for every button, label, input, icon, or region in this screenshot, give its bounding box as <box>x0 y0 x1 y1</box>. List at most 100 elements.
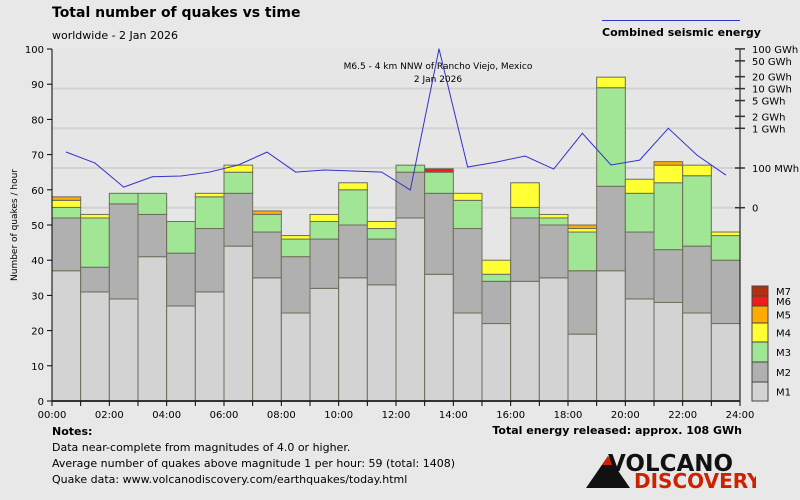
bar-segment-m4 <box>80 213 110 219</box>
energy-legend-label: Combined seismic energy <box>602 26 761 39</box>
bar-segment-m3 <box>280 238 311 258</box>
legend-swatch-m1 <box>751 381 769 402</box>
y-tick-label: 20 <box>31 327 44 338</box>
y-tick-label: 80 <box>31 115 44 126</box>
legend-label-m2: M2 <box>776 368 791 379</box>
bar-segment-m1 <box>51 270 82 402</box>
bar-segment-m4 <box>309 213 340 222</box>
y-tick-label: 30 <box>31 291 44 302</box>
energy-point <box>381 171 383 173</box>
energy-point <box>323 169 325 171</box>
bar-segment-m2 <box>194 228 225 293</box>
bar-segment-m3 <box>338 189 368 226</box>
bar-segment-m2 <box>309 238 340 289</box>
bar-segment-m4 <box>481 259 512 275</box>
energy-tick-label: 100 GWh <box>752 45 798 56</box>
bar-segment-m4 <box>338 182 368 191</box>
energy-point <box>553 168 555 170</box>
bar-segment-m3 <box>596 87 626 187</box>
bar-segment-m2 <box>280 256 311 314</box>
y-tick-label: 50 <box>31 221 44 232</box>
notes: Notes: Data near-complete from magnitude… <box>52 424 455 488</box>
energy-tick-label: 5 GWh <box>752 97 786 108</box>
bar-segment-m2 <box>223 192 254 247</box>
bar-segment-m4 <box>567 228 598 233</box>
bar-segment-m5 <box>567 224 598 230</box>
bar-segment-m1 <box>338 277 368 402</box>
bar-segment-m1 <box>194 291 225 402</box>
bar-segment-m1 <box>538 277 569 402</box>
energy-point <box>696 154 698 156</box>
logo-text-bottom: DISCOVERY <box>634 469 756 492</box>
note-line: Average number of quakes above magnitude… <box>52 457 455 470</box>
total-energy: Total energy released: approx. 108 GWh <box>492 424 742 437</box>
energy-tick-label: 0 <box>752 204 758 215</box>
energy-point <box>123 186 125 188</box>
x-tick-label: 20:00 <box>611 410 640 420</box>
bar-segment-m3 <box>366 228 397 240</box>
bar-segment-m2 <box>252 231 282 279</box>
legend-swatch-m3 <box>751 341 769 363</box>
bar-segment-m2 <box>452 228 483 314</box>
legend-swatch-m7 <box>751 285 769 297</box>
energy-point <box>151 176 153 178</box>
bar-segment-m1 <box>624 298 655 402</box>
x-tick-label: 08:00 <box>267 410 296 420</box>
bar-segment-m1 <box>395 217 426 402</box>
legend-label-m1: M1 <box>776 388 791 399</box>
energy-tick-label: 2 GWh <box>752 112 786 123</box>
legend-swatch-m6 <box>751 295 769 307</box>
energy-point <box>467 166 469 168</box>
bar-segment-m3 <box>80 217 110 268</box>
energy-point <box>409 189 411 191</box>
bar-segment-m1 <box>510 280 540 402</box>
bar-segment-m5 <box>653 161 684 166</box>
bar-segment-m2 <box>338 224 368 279</box>
bar-segment-m3 <box>223 171 254 194</box>
x-tick-label: 14:00 <box>439 410 468 420</box>
legend-label-m7: M7 <box>776 287 791 298</box>
bar-segment-m1 <box>596 270 626 402</box>
bar-segment-m1 <box>567 333 598 402</box>
bar-segment-m2 <box>538 224 569 279</box>
energy-point <box>266 151 268 153</box>
bar-segment-m3 <box>108 192 139 205</box>
bar-segment-m2 <box>395 171 426 219</box>
bar-segment-m1 <box>223 245 254 402</box>
bar-segment-m2 <box>510 217 540 282</box>
energy-tick-label: 20 GWh <box>752 73 792 84</box>
y-tick-label: 0 <box>38 397 44 408</box>
y-tick-label: 90 <box>31 80 44 91</box>
energy-tick-label: 50 GWh <box>752 57 792 68</box>
bar-segment-m4 <box>452 192 483 201</box>
bar-segment-m4 <box>223 164 254 173</box>
energy-point <box>180 175 182 177</box>
legend-swatch-m4 <box>751 322 769 343</box>
bar-segment-m5 <box>252 210 282 215</box>
energy-tick-label: 100 MWh <box>752 164 799 175</box>
bar-segment-m2 <box>567 270 598 335</box>
energy-tick-label: 1 GWh <box>752 124 786 135</box>
x-tick-label: 02:00 <box>95 410 124 420</box>
bar-segment-m3 <box>510 206 540 219</box>
bar-segment-m1 <box>424 273 454 402</box>
quake-chart: 0 10 20 30 40 50 60 70 80 90 100 00:00 02:00 04:00 06:… <box>10 45 799 420</box>
bar-segment-m1 <box>252 277 282 402</box>
energy-point <box>65 151 67 153</box>
energy-point <box>352 170 354 172</box>
bar-segment-m3 <box>710 235 741 261</box>
energy-tick-label: 10 GWh <box>752 85 792 96</box>
bar-segment-m6 <box>424 168 454 173</box>
bar-segment-m3 <box>424 171 454 194</box>
y-tick-label: 70 <box>31 151 44 162</box>
legend-label-m5: M5 <box>776 311 791 322</box>
bar-segment-m3 <box>395 164 426 173</box>
energy-point <box>237 164 239 166</box>
bar-segment-m1 <box>481 323 512 402</box>
bar-segment-m1 <box>366 284 397 402</box>
bar-segment-m3 <box>653 182 684 251</box>
bar-segment-m3 <box>166 220 196 254</box>
bar-segment-m2 <box>51 217 82 272</box>
bar-segment-m3 <box>252 213 282 233</box>
bar-segment-m3 <box>309 220 340 240</box>
